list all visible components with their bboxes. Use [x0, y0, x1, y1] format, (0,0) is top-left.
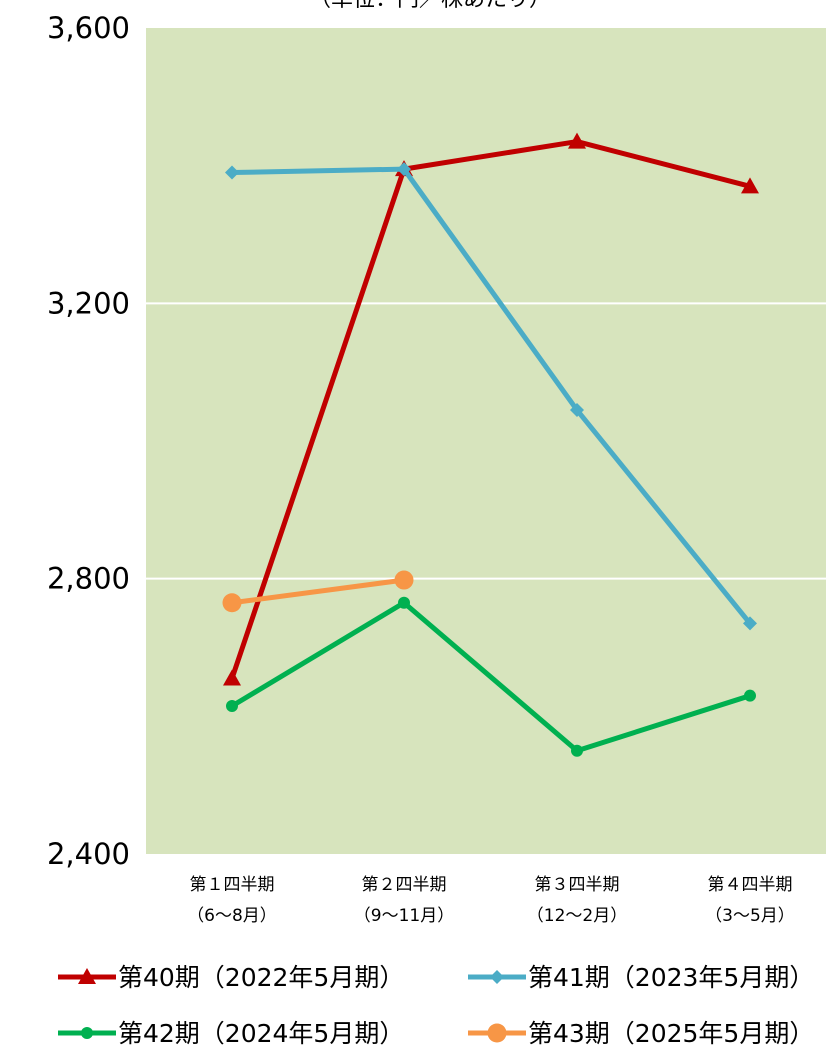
legend-label: 第43期（2025年5月期） — [528, 1019, 814, 1047]
legend-marker — [78, 968, 96, 984]
legend-item: 第40期（2022年5月期） — [58, 963, 404, 992]
data-point — [225, 165, 239, 180]
legend-label: 第40期（2022年5月期） — [118, 963, 404, 992]
legend-marker — [487, 1023, 507, 1043]
data-point — [744, 689, 756, 702]
x-tick-label: 第１四半期 — [190, 875, 275, 895]
series-4 — [222, 570, 414, 613]
series-line — [231, 577, 405, 606]
legend-item: 第43期（2025年5月期） — [468, 1019, 814, 1047]
data-point — [571, 744, 583, 757]
data-point — [398, 596, 410, 609]
legend-item: 第42期（2024年5月期） — [58, 1019, 404, 1047]
y-tick-label: 3,600 — [47, 11, 130, 45]
x-tick-sublabel: （6～8月） — [187, 906, 277, 926]
legend-marker — [81, 1027, 93, 1039]
x-tick-sublabel: （9～11月） — [354, 906, 454, 926]
y-tick-label: 3,200 — [47, 286, 130, 320]
series-3 — [226, 596, 756, 757]
legend-marker — [490, 970, 504, 984]
series-line — [231, 166, 752, 625]
data-point — [570, 403, 584, 418]
x-tick-label: 第４四半期 — [708, 875, 793, 895]
legend-item: 第41期（2023年5月期） — [468, 963, 814, 992]
legend-label: 第42期（2024年5月期） — [118, 1019, 404, 1047]
series-2 — [225, 162, 757, 631]
plot-area — [146, 28, 826, 854]
y-tick-label: 2,400 — [47, 837, 130, 871]
legend-label: 第41期（2023年5月期） — [528, 963, 814, 992]
data-point — [223, 669, 241, 686]
data-point — [741, 177, 759, 194]
y-tick-label: 2,800 — [47, 562, 130, 596]
data-point — [397, 162, 411, 177]
series-line — [229, 139, 751, 680]
x-tick-sublabel: （3～5月） — [705, 906, 795, 926]
series-line — [230, 600, 751, 754]
data-point — [743, 616, 757, 631]
data-point — [222, 593, 242, 613]
chart-title: （単位：円／株あたり） — [309, 0, 551, 12]
data-point — [394, 570, 414, 590]
x-tick-label: 第２四半期 — [362, 875, 447, 895]
data-point — [568, 132, 586, 149]
data-point — [226, 700, 238, 713]
x-tick-label: 第３四半期 — [535, 875, 620, 895]
x-tick-sublabel: （12～2月） — [527, 906, 627, 926]
